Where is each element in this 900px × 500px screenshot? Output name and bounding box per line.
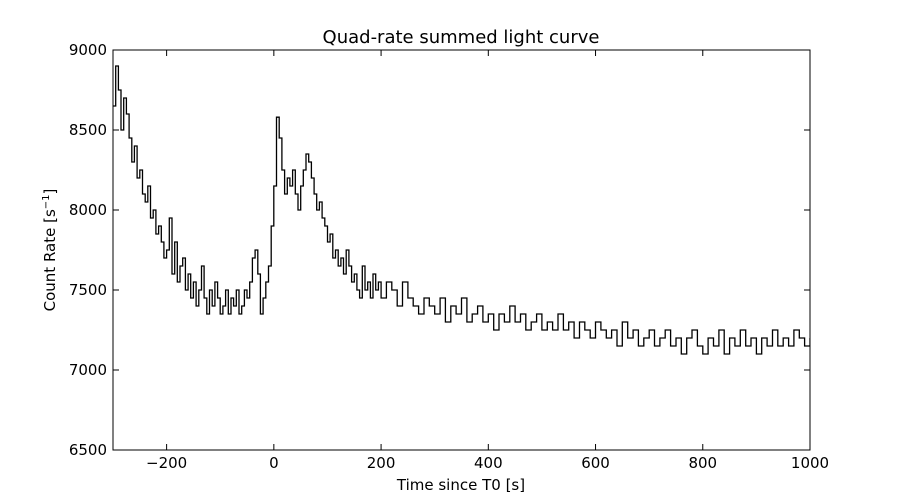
light-curve-series-line xyxy=(113,65,810,355)
x-tick-label: −200 xyxy=(146,454,187,472)
y-tick-label: 9000 xyxy=(69,41,107,59)
x-tick-label: 1000 xyxy=(791,454,829,472)
x-tick-label: 400 xyxy=(474,454,503,472)
y-axis-ticks: 6500 7000 7500 8000 8500 9000 xyxy=(69,41,810,459)
plot-area xyxy=(112,49,811,451)
x-tick-label: 200 xyxy=(367,454,396,472)
x-tick-label: 800 xyxy=(688,454,717,472)
plot-frame xyxy=(112,49,811,451)
x-axis-title: Time since T0 [s] xyxy=(396,476,525,494)
y-tick-label: 7500 xyxy=(69,281,107,299)
y-tick-label: 8500 xyxy=(69,121,107,139)
x-tick-label: 0 xyxy=(269,454,279,472)
y-axis-title: Count Rate [s−1] xyxy=(41,189,59,312)
y-tick-label: 6500 xyxy=(69,441,107,459)
chart-title: Quad-rate summed light curve xyxy=(323,27,600,48)
x-axis-ticks: −200 0 200 400 600 800 1000 xyxy=(146,50,829,472)
x-tick-label: 600 xyxy=(581,454,610,472)
y-tick-label: 7000 xyxy=(69,361,107,379)
y-tick-label: 8000 xyxy=(69,201,107,219)
